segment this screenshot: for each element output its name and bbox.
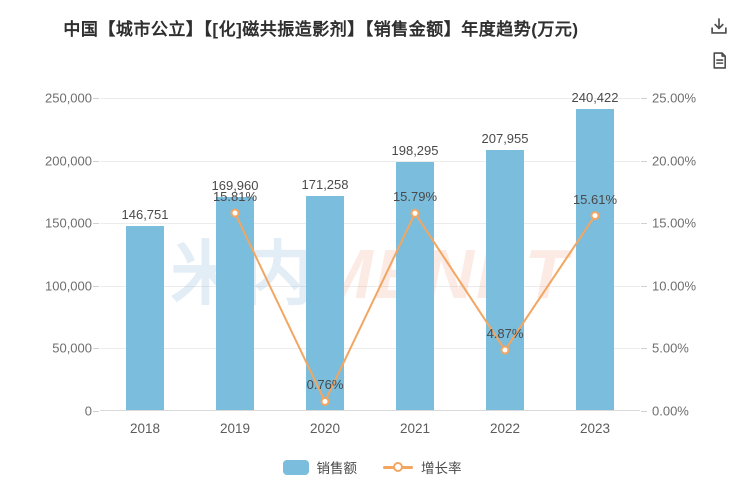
x-axis-label-2019: 2019 — [219, 421, 251, 436]
line-point[interactable] — [590, 211, 600, 221]
bar-value-label: 146,751 — [121, 207, 169, 223]
report-document-icon[interactable] — [707, 48, 731, 72]
bar-value-label: 207,955 — [481, 130, 529, 146]
right-axis-tick-label: 15.00% — [652, 215, 697, 231]
left-axis-labels: 0 50,000 100,000 150,000 200,000 250,000 — [0, 91, 92, 419]
right-axis-tick-label: 10.00% — [652, 278, 697, 294]
right-axis-tick-label: 5.00% — [652, 340, 689, 356]
bar-value-label: 198,295 — [391, 142, 439, 158]
left-axis-tick-label: 250,000 — [45, 90, 92, 106]
axis-tick — [641, 98, 647, 99]
gridline — [100, 348, 640, 350]
line-series-swatch — [383, 460, 413, 475]
x-axis-line — [100, 410, 640, 411]
gridline — [100, 223, 640, 225]
download-icon[interactable] — [707, 15, 731, 39]
axis-tick — [93, 348, 99, 350]
growth-rate-label: 15.79% — [392, 189, 438, 205]
axis-tick — [93, 98, 99, 99]
axis-tick — [93, 160, 99, 162]
axis-tick — [93, 411, 99, 412]
plot-area: 146,751 169,960 171,258 198,295 207,955 240,4… — [93, 90, 647, 412]
right-axis-tick-label: 20.00% — [652, 153, 697, 169]
right-axis-labels: 0.00% 5.00% 10.00% 15.00% 20.00% 25.00% — [652, 91, 732, 419]
left-axis-tick-label: 0 — [84, 403, 92, 419]
growth-rate-label: 0.76% — [306, 377, 344, 393]
growth-rate-line — [230, 208, 600, 406]
x-axis-label-2018: 2018 — [129, 421, 161, 436]
watermark-en: MENET — [314, 235, 570, 313]
chart-toolbar — [707, 15, 731, 72]
gridline — [100, 98, 640, 99]
x-axis-label-2022: 2022 — [489, 421, 521, 436]
bar-value-label: 169,960 — [211, 178, 259, 194]
bar-2021[interactable] — [396, 161, 434, 410]
growth-rate-label: 4.87% — [486, 326, 524, 342]
x-axis-label-2020: 2020 — [309, 421, 341, 436]
legend-item-growth[interactable]: 增长率 — [383, 457, 462, 477]
legend-label-growth: 增长率 — [421, 461, 462, 476]
left-axis-tick-label: 100,000 — [45, 278, 92, 294]
bar-2019[interactable] — [216, 197, 254, 410]
bar-value-label: 171,258 — [301, 176, 349, 192]
axis-tick — [93, 285, 99, 287]
x-axis-labels: 2018 2019 2020 2021 2022 2023 — [100, 421, 640, 436]
left-axis-tick-label: 50,000 — [52, 340, 92, 356]
legend: 销售额 增长率 — [0, 457, 744, 477]
axis-tick — [641, 285, 647, 287]
axis-tick — [641, 160, 647, 162]
line-point[interactable] — [320, 396, 330, 406]
axis-tick — [641, 223, 647, 225]
legend-label-sales: 销售额 — [316, 461, 358, 476]
bar-2023[interactable] — [576, 109, 614, 410]
legend-item-sales[interactable]: 销售额 — [282, 457, 358, 477]
left-axis-tick-label: 200,000 — [45, 153, 92, 169]
axis-tick — [641, 348, 647, 350]
bar-2018[interactable] — [126, 226, 164, 410]
line-point[interactable] — [410, 208, 420, 218]
bar-2022[interactable] — [486, 149, 524, 410]
line-point[interactable] — [230, 208, 240, 218]
x-axis-label-2021: 2021 — [399, 421, 431, 436]
line-point[interactable] — [500, 345, 510, 355]
right-axis-tick-label: 25.00% — [652, 90, 697, 106]
bar-series-swatch — [282, 459, 309, 475]
growth-rate-label: 15.61% — [572, 191, 618, 207]
gridline — [100, 285, 640, 287]
right-axis-tick-label: 0.00% — [652, 403, 689, 419]
left-axis-tick-label: 150,000 — [45, 215, 92, 231]
bar-value-label: 240,422 — [571, 90, 619, 105]
chart-title: 中国【城市公立】【[化]磁共振造影剂】【销售金额】年度趋势(万元) — [63, 20, 579, 39]
axis-tick — [93, 223, 99, 225]
axis-tick — [641, 411, 647, 412]
x-axis-label-2023: 2023 — [579, 421, 611, 436]
growth-rate-label: 15.81% — [212, 189, 258, 205]
gridline — [100, 160, 640, 162]
